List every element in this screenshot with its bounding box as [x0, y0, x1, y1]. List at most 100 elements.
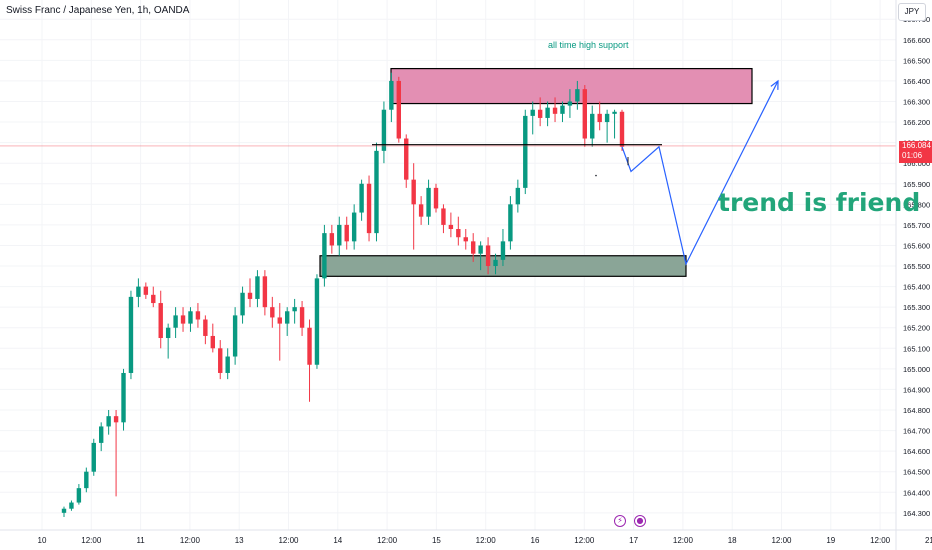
x-tick-label: 21: [925, 536, 932, 545]
candle[interactable]: [210, 323, 215, 353]
x-tick-label: 12:00: [81, 536, 102, 545]
y-tick-label: 166.300: [903, 97, 930, 106]
candle[interactable]: [203, 315, 208, 345]
candle[interactable]: [575, 80, 580, 110]
candle[interactable]: [448, 212, 454, 238]
symbol-title[interactable]: Swiss Franc / Japanese Yen, 1h, OANDA: [6, 5, 190, 16]
candle[interactable]: [329, 224, 335, 254]
candle[interactable]: [299, 300, 305, 336]
candle[interactable]: [500, 229, 506, 267]
candle[interactable]: [151, 286, 156, 308]
candle[interactable]: [619, 109, 625, 151]
currency-button[interactable]: JPY: [898, 3, 926, 21]
candle[interactable]: [545, 101, 550, 127]
event-dot-icon[interactable]: ●: [634, 515, 646, 527]
candle[interactable]: [128, 290, 134, 380]
x-tick-label: 15: [432, 536, 441, 545]
candle[interactable]: [537, 97, 543, 127]
candle[interactable]: [247, 278, 253, 308]
candle[interactable]: [508, 196, 513, 250]
candle[interactable]: [389, 72, 394, 123]
candle[interactable]: [604, 109, 610, 143]
candle[interactable]: [567, 89, 573, 118]
candle[interactable]: [180, 307, 186, 332]
candle[interactable]: [396, 76, 401, 143]
candle[interactable]: [262, 270, 268, 316]
candle[interactable]: [225, 348, 230, 380]
candle-body: [292, 307, 297, 312]
candle-body: [232, 315, 238, 357]
candle[interactable]: [232, 307, 238, 365]
support-annotation[interactable]: all time high support: [548, 40, 629, 50]
candle-body: [389, 80, 394, 110]
candle[interactable]: [240, 286, 245, 324]
candle[interactable]: [165, 323, 171, 359]
candle[interactable]: [285, 307, 290, 336]
candle[interactable]: [69, 500, 74, 511]
candle[interactable]: [307, 319, 312, 402]
candle[interactable]: [61, 506, 67, 517]
candle[interactable]: [99, 422, 104, 452]
candle[interactable]: [136, 278, 141, 308]
candle[interactable]: [530, 101, 535, 135]
candle[interactable]: [337, 216, 342, 256]
candle[interactable]: [456, 216, 461, 246]
candle[interactable]: [515, 179, 521, 213]
candle[interactable]: [471, 233, 476, 262]
candle-body: [285, 311, 290, 324]
candle[interactable]: [106, 409, 111, 435]
candle[interactable]: [478, 241, 483, 271]
candle[interactable]: [404, 134, 409, 188]
candle[interactable]: [590, 105, 595, 147]
candle[interactable]: [344, 216, 349, 250]
price-axis[interactable]: 166.700166.600166.500166.400166.300166.2…: [895, 0, 932, 550]
candle[interactable]: [351, 204, 357, 250]
candle[interactable]: [91, 438, 96, 476]
candle[interactable]: [366, 175, 372, 242]
lightning-icon[interactable]: ⚡: [614, 515, 626, 527]
candle[interactable]: [121, 368, 126, 431]
candle[interactable]: [255, 270, 260, 308]
y-tick-label: 165.300: [903, 303, 930, 312]
candle[interactable]: [84, 467, 89, 493]
candle[interactable]: [485, 237, 491, 275]
candle[interactable]: [277, 303, 282, 361]
candle[interactable]: [493, 253, 498, 275]
candle[interactable]: [560, 101, 565, 123]
candle[interactable]: [463, 229, 468, 250]
candle[interactable]: [76, 484, 82, 505]
candle[interactable]: [597, 101, 602, 131]
candle[interactable]: [218, 340, 223, 380]
candle[interactable]: [418, 196, 424, 225]
candle[interactable]: [143, 282, 149, 299]
candle[interactable]: [582, 85, 587, 147]
candle-body: [590, 113, 595, 139]
candle-body: [366, 183, 372, 234]
candle[interactable]: [426, 179, 431, 225]
candle[interactable]: [188, 307, 193, 332]
candle[interactable]: [441, 204, 446, 234]
candle[interactable]: [113, 409, 119, 497]
candle[interactable]: [195, 303, 201, 328]
candle[interactable]: [612, 109, 617, 139]
candle[interactable]: [173, 307, 178, 339]
candle[interactable]: [381, 101, 387, 164]
candle[interactable]: [314, 274, 320, 369]
candle[interactable]: [374, 142, 379, 242]
candle-body: [381, 109, 387, 151]
candle[interactable]: [433, 183, 439, 213]
candle[interactable]: [322, 224, 327, 287]
trend-annotation[interactable]: trend is friend: [718, 188, 921, 217]
candle[interactable]: [292, 298, 297, 324]
candles-layer[interactable]: [61, 72, 625, 517]
candle[interactable]: [523, 109, 528, 195]
candle[interactable]: [552, 97, 558, 123]
x-tick-label: 10: [38, 536, 47, 545]
candle-body: [173, 315, 178, 328]
time-axis[interactable]: 10 12:00 11 12:00 13 12:00 14 12:00 15 12:00 16 12:…: [0, 529, 932, 545]
candle[interactable]: [359, 179, 364, 221]
candle[interactable]: [158, 290, 163, 349]
candle[interactable]: [411, 163, 416, 250]
candle[interactable]: [270, 296, 275, 328]
